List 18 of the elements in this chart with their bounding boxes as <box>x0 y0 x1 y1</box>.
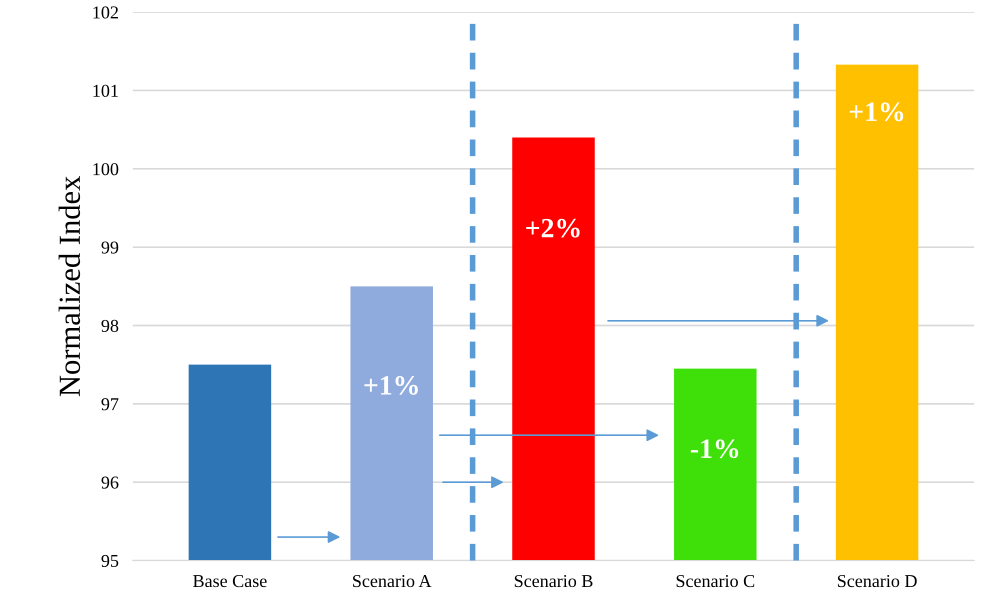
x-tick-label: Scenario C <box>676 575 754 588</box>
y-tick-label: 96 <box>101 476 118 489</box>
x-tick-label: Base Case <box>193 575 267 588</box>
annotation: +1% <box>850 102 904 122</box>
y-tick-label: 95 <box>101 554 118 567</box>
annotation: -1% <box>690 439 738 458</box>
y-tick-label: 100 <box>93 163 118 176</box>
annotation: +1% <box>364 376 418 395</box>
y-tick-label: 99 <box>101 241 118 254</box>
y-tick-label: 98 <box>101 320 118 332</box>
y-tick-label: 97 <box>101 398 118 410</box>
x-tick-label: Scenario B <box>514 575 592 588</box>
y-axis-title: Normalized Index <box>58 176 80 396</box>
x-tick-label: Scenario D <box>838 575 917 588</box>
y-tick-label: 101 <box>93 84 118 97</box>
y-tick-label: 102 <box>93 6 118 19</box>
x-tick-label: Scenario A <box>353 575 432 588</box>
annotation: +2% <box>526 218 580 238</box>
